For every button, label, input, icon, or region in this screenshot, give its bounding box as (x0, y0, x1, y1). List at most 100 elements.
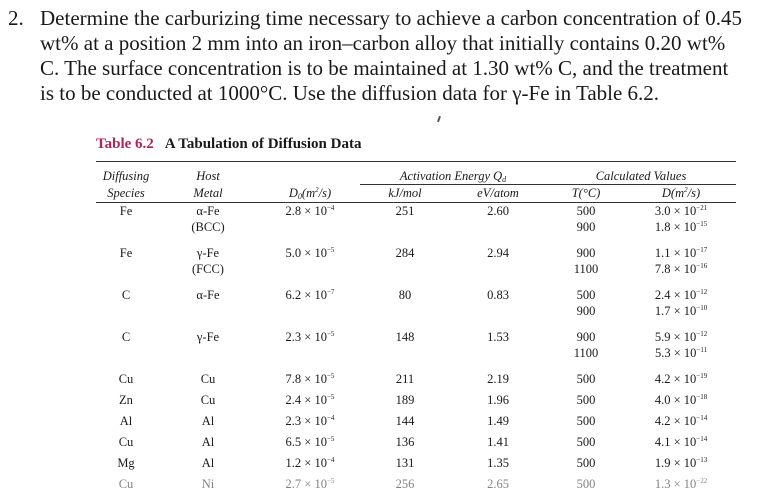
table-cell: Al (156, 455, 260, 476)
table-cell: 1.35 (450, 455, 546, 476)
diffusion-table-section: Table 6.2 A Tabulation of Diffusion Data… (96, 136, 736, 497)
table-cell (360, 345, 450, 361)
table-row: 900 1.7 × 10−10 (96, 303, 736, 319)
problem-statement: 2. Determine the carburizing time necess… (8, 6, 758, 106)
table-cell (156, 303, 260, 319)
table-label: Table 6.2 (96, 136, 154, 152)
table-cell: 256 (360, 476, 450, 497)
table-cell: 500 (546, 371, 626, 392)
table-cell: 5.9 × 10−12 (626, 329, 736, 345)
table-row: (BCC) 900 1.8 × 10−15 (96, 219, 736, 235)
table-cell: 900 (546, 303, 626, 319)
table-cell: Ni (156, 476, 260, 497)
problem-line: is to be conducted at 1000°C. Use the di… (40, 81, 758, 106)
table-cell: C (96, 287, 156, 303)
header-diffusing: Diffusing (96, 162, 156, 185)
diffusion-table: Diffusing Host Activation Energy Qd Calc… (96, 162, 736, 497)
table-cell: 2.3 × 10−4 (260, 413, 360, 434)
table-cell: 900 (546, 219, 626, 235)
header-species: Species (96, 185, 156, 203)
table-cell (360, 303, 450, 319)
table-cell: Al (96, 413, 156, 434)
table-cell (96, 319, 736, 329)
table-cell: Fe (96, 203, 156, 220)
table-cell: 7.8 × 10−5 (260, 371, 360, 392)
table-cell: 1100 (546, 261, 626, 277)
table-cell (96, 361, 736, 371)
table-cell: 2.4 × 10−5 (260, 392, 360, 413)
table-cell (260, 261, 360, 277)
table-cell (96, 345, 156, 361)
table-cell: 900 (546, 245, 626, 261)
table-cell: 1.3 × 10−22 (626, 476, 736, 497)
table-cell: 2.4 × 10−12 (626, 287, 736, 303)
table-cell: 2.3 × 10−5 (260, 329, 360, 345)
table-cell: (BCC) (156, 219, 260, 235)
table-cell: Fe (96, 245, 156, 261)
table-cell: 251 (360, 203, 450, 220)
table-cell: 136 (360, 434, 450, 455)
table-cell: Cu (96, 476, 156, 497)
table-cell: 1100 (546, 345, 626, 361)
table-cell: 2.19 (450, 371, 546, 392)
table-cell: γ-Fe (156, 329, 260, 345)
table-cell: 144 (360, 413, 450, 434)
table-cell: Mg (96, 455, 156, 476)
table-cell (96, 277, 736, 287)
table-row: Fe α-Fe 2.8 × 10−4 251 2.60 500 3.0 × 10… (96, 203, 736, 220)
header-ev-atom: eV/atom (450, 185, 546, 203)
table-cell (260, 219, 360, 235)
table-cell: Cu (156, 392, 260, 413)
table-cell: 2.8 × 10−4 (260, 203, 360, 220)
table-cell: Cu (96, 371, 156, 392)
table-cell: 500 (546, 392, 626, 413)
problem-line: wt% at a position 2 mm into an iron–carb… (40, 31, 758, 56)
problem-number: 2. (8, 6, 24, 31)
table-cell: 1.41 (450, 434, 546, 455)
table-cell: 0.83 (450, 287, 546, 303)
table-cell: 1.96 (450, 392, 546, 413)
table-cell: 500 (546, 413, 626, 434)
table-cell: 2.60 (450, 203, 546, 220)
table-row: 1100 5.3 × 10−11 (96, 345, 736, 361)
table-cell: 1.53 (450, 329, 546, 345)
table-cell: 1.1 × 10−17 (626, 245, 736, 261)
table-cell: 189 (360, 392, 450, 413)
header-host: Host (156, 162, 260, 185)
table-cell: 2.94 (450, 245, 546, 261)
table-cell: Cu (96, 434, 156, 455)
table-cell: (FCC) (156, 261, 260, 277)
header-kj-mol: kJ/mol (360, 185, 450, 203)
header-d0: D0(m2/s) (260, 185, 360, 203)
table-cell (96, 219, 156, 235)
table-cell: 4.0 × 10−18 (626, 392, 736, 413)
problem-line: Determine the carburizing time necessary… (40, 6, 758, 31)
header-activation: Activation Energy Qd (360, 162, 546, 185)
table-cell: 148 (360, 329, 450, 345)
table-cell (450, 303, 546, 319)
table-cell (450, 261, 546, 277)
table-title: A Tabulation of Diffusion Data (165, 136, 362, 152)
table-cell: 500 (546, 287, 626, 303)
table-cell: 5.0 × 10−5 (260, 245, 360, 261)
table-cell: 500 (546, 434, 626, 455)
table-cell (450, 219, 546, 235)
table-cell: 1.9 × 10−13 (626, 455, 736, 476)
table-cell (96, 303, 156, 319)
header-d: D(m2/s) (626, 185, 736, 203)
table-cell: 2.65 (450, 476, 546, 497)
stray-mark (437, 116, 441, 122)
table-cell (96, 261, 156, 277)
table-cell (96, 235, 736, 245)
table-cell: 284 (360, 245, 450, 261)
table-cell: 500 (546, 203, 626, 220)
table-cell (450, 345, 546, 361)
table-cell: 1.49 (450, 413, 546, 434)
header-calculated: Calculated Values (546, 162, 736, 185)
table-cell: 6.5 × 10−5 (260, 434, 360, 455)
table-cell: 2.7 × 10−5 (260, 476, 360, 497)
